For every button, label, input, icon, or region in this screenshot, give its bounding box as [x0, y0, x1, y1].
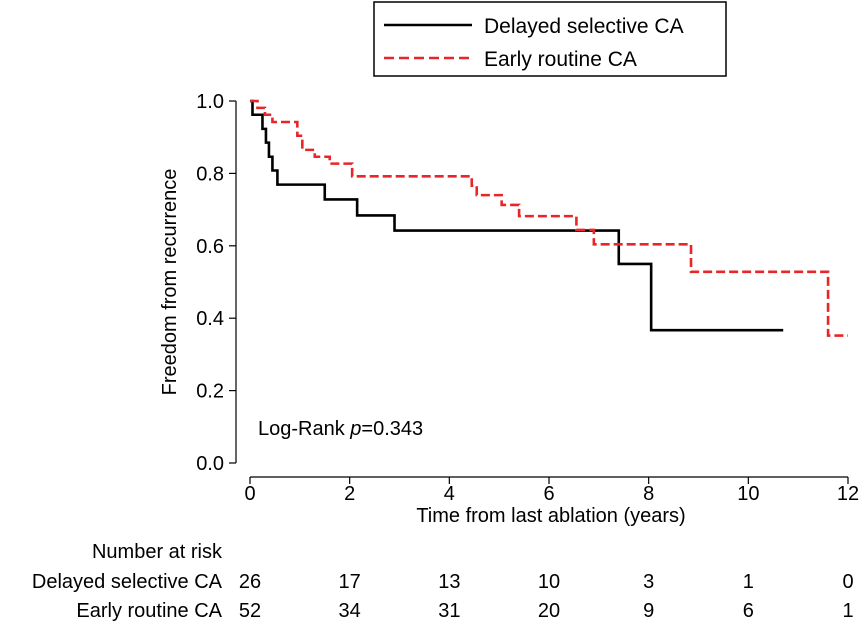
y-tick-label: 0.2: [196, 381, 224, 403]
risk-value: 34: [339, 600, 361, 621]
risk-value: 3: [643, 571, 654, 593]
plot-area: 0.0 0.2 0.4 0.6 0.8 1.0 0 2 4 6 8 10 12: [196, 91, 859, 505]
risk-value: 52: [239, 600, 261, 621]
risk-table: Number at risk Delayed selective CA Earl…: [32, 541, 854, 621]
x-tick-label: 10: [737, 483, 759, 505]
y-tick-label: 0.0: [196, 453, 224, 475]
risk-value: 1: [842, 600, 853, 621]
series-layer: [250, 99, 848, 337]
y-tick-label: 1.0: [196, 91, 224, 113]
annotation-suffix: =0.343: [361, 418, 423, 440]
log-rank-annotation: Log-Rank p=0.343: [258, 418, 423, 440]
y-tick-label: 0.8: [196, 163, 224, 185]
legend-box: [373, 1, 727, 77]
x-tick-label: 4: [444, 483, 455, 505]
risk-table-title: Number at risk: [92, 541, 223, 563]
x-tick-label: 6: [543, 483, 554, 505]
risk-value: 20: [538, 600, 560, 621]
risk-value: 1: [743, 571, 754, 593]
risk-value: 0: [842, 571, 853, 593]
x-axis-title: Time from last ablation (years): [416, 505, 685, 527]
x-ticks: 0 2 4 6 8 10 12: [244, 477, 859, 505]
risk-value: 10: [538, 571, 560, 593]
risk-value: 9: [643, 600, 654, 621]
risk-row-label-delayed: Delayed selective CA: [32, 571, 223, 593]
x-tick-label: 12: [837, 483, 859, 505]
risk-value: 17: [339, 571, 361, 593]
series-line-delayed-selective: [250, 99, 784, 332]
annotation-prefix: Log-Rank: [258, 418, 350, 440]
y-axis-title: Freedom from recurrence: [159, 169, 181, 396]
risk-value: 6: [743, 600, 754, 621]
risk-row-label-early: Early routine CA: [76, 600, 222, 621]
annotation-p: p: [349, 418, 361, 440]
series-line-early-routine: [250, 99, 848, 337]
risk-values: 26 17 13 10 3 1 052 34 31 20 9 6 1: [239, 571, 854, 621]
risk-value: 31: [438, 600, 460, 621]
y-tick-label: 0.4: [196, 308, 224, 330]
y-tick-label: 0.6: [196, 236, 224, 258]
y-ticks: 0.0 0.2 0.4 0.6 0.8 1.0: [196, 91, 236, 475]
risk-value: 13: [438, 571, 460, 593]
risk-value: 26: [239, 571, 261, 593]
x-tick-label: 2: [344, 483, 355, 505]
x-tick-label: 0: [244, 483, 255, 505]
x-tick-label: 8: [643, 483, 654, 505]
legend: Delayed selective CA Early routine CA: [373, 1, 727, 77]
legend-label-early: Early routine CA: [484, 48, 637, 71]
legend-label-delayed: Delayed selective CA: [484, 15, 684, 38]
